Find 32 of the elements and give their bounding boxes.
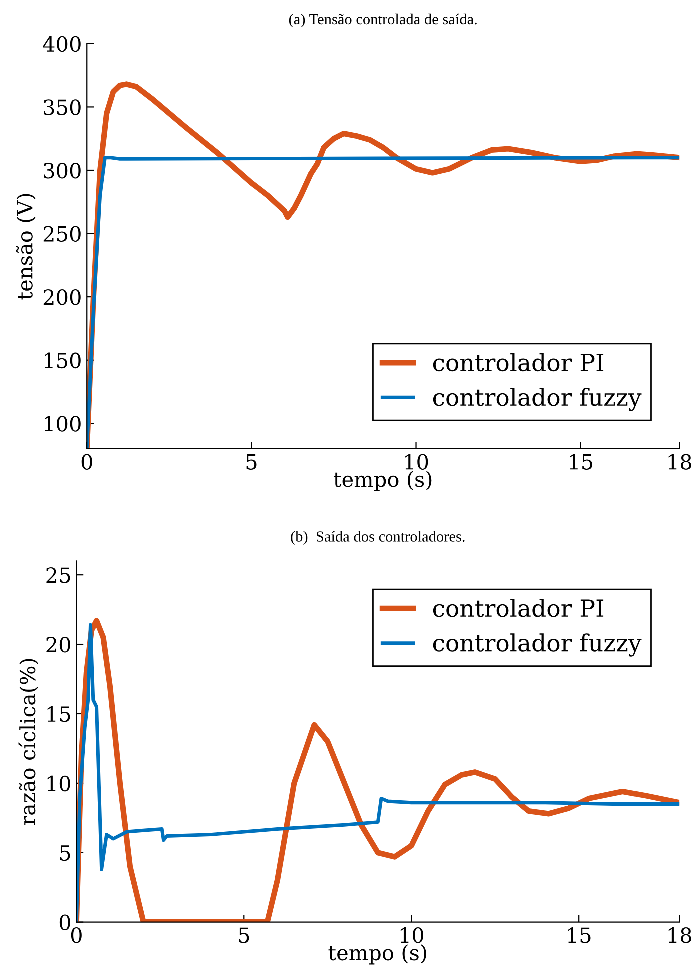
x-tick-label: 0 xyxy=(82,454,92,470)
y-tick-label: 0 xyxy=(60,914,70,931)
y-tick-label: 25 xyxy=(46,568,70,584)
legend-label: controlador fuzzy xyxy=(433,388,642,412)
y-tick-label: 200 xyxy=(44,290,81,306)
x-tick-label: 15 xyxy=(570,454,592,470)
x-tick-label: 18 xyxy=(668,928,692,944)
legend-label: controlador fuzzy xyxy=(433,634,642,657)
x-tick-label: 10 xyxy=(400,928,424,944)
y-tick-label: 400 xyxy=(43,36,81,52)
y-tick-label: 150 xyxy=(45,352,81,369)
y-tick-label: 100 xyxy=(45,416,81,432)
x-axis-title: tempo (s) xyxy=(328,944,426,965)
y-tick-label: 10 xyxy=(48,776,70,792)
legend-label: controlador PI xyxy=(433,353,604,372)
y-tick-label: 15 xyxy=(48,706,70,722)
x-tick-label: 18 xyxy=(668,454,692,470)
y-tick-label: 350 xyxy=(44,100,81,116)
y-tick-label: 20 xyxy=(46,636,70,653)
x-tick-label: 15 xyxy=(568,928,591,944)
y-tick-label: 250 xyxy=(44,226,81,242)
y-tick-label: 5 xyxy=(60,846,70,862)
chart-title: (a) Tensão controlada de saída. xyxy=(289,14,477,28)
x-tick-label: 5 xyxy=(239,928,250,944)
x-tick-label: 5 xyxy=(246,454,257,470)
chart-title: (b) Saída dos controladores. xyxy=(291,531,465,546)
x-tick-label: 10 xyxy=(406,454,428,470)
legend-label: controlador PI xyxy=(433,598,604,618)
y-axis-title: tensão (V) xyxy=(16,194,36,300)
y-axis-title: razão cíclica(%) xyxy=(18,659,39,826)
x-axis-title: tempo (s) xyxy=(334,471,432,492)
y-tick-label: 300 xyxy=(44,162,81,179)
